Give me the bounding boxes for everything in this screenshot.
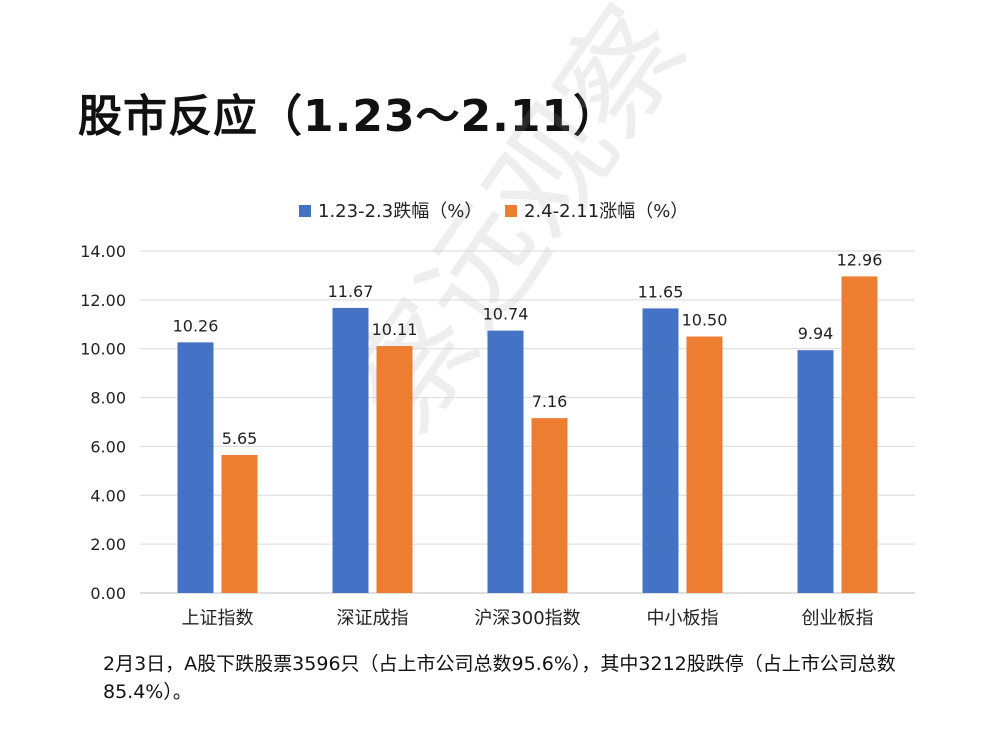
y-axis: 0.00 2.00 4.00 6.00 8.00 10.00 12.00 14.00 <box>80 242 126 603</box>
data-label: 10.26 <box>173 316 219 335</box>
data-label: 10.11 <box>372 320 418 339</box>
data-label: 10.74 <box>483 305 529 324</box>
page-title: 股市反应（1.23～2.11） <box>78 91 619 142</box>
x-tick-label: 沪深300指数 <box>474 608 580 629</box>
bar-chart: 0.00 2.00 4.00 6.00 8.00 10.00 12.00 14.00 10.2… <box>80 201 915 629</box>
legend-label: 1.23-2.3跌幅（%） <box>318 201 482 222</box>
bar <box>531 418 568 593</box>
legend: 1.23-2.3跌幅（%） 2.4-2.11涨幅（%） <box>299 201 688 222</box>
data-labels: 10.26 11.67 10.74 11.65 9.94 5.65 10.11 7.16 10.… <box>173 250 883 448</box>
legend-swatch <box>299 205 311 217</box>
y-tick-label: 6.00 <box>90 437 126 456</box>
bar <box>841 276 878 593</box>
data-label: 11.65 <box>638 282 684 301</box>
bar <box>376 346 413 593</box>
y-tick-label: 4.00 <box>90 486 126 505</box>
bar <box>487 330 524 593</box>
y-tick-label: 2.00 <box>90 535 126 554</box>
bar <box>642 308 679 593</box>
legend-label: 2.4-2.11涨幅（%） <box>524 201 688 222</box>
x-tick-label: 创业板指 <box>802 608 874 629</box>
data-label: 5.65 <box>222 429 258 448</box>
x-tick-label: 中小板指 <box>647 608 719 629</box>
y-tick-label: 14.00 <box>80 242 126 261</box>
data-label: 9.94 <box>798 324 834 343</box>
y-tick-label: 10.00 <box>80 340 126 359</box>
bars <box>177 276 878 593</box>
y-tick-label: 12.00 <box>80 291 126 310</box>
bar <box>332 307 369 593</box>
y-tick-label: 0.00 <box>90 584 126 603</box>
x-tick-label: 上证指数 <box>182 608 254 629</box>
gridlines <box>140 250 915 594</box>
bar <box>797 350 834 593</box>
x-tick-label: 深证成指 <box>337 608 409 629</box>
data-label: 7.16 <box>532 392 568 411</box>
y-tick-label: 8.00 <box>90 389 126 408</box>
data-label: 11.67 <box>328 282 374 301</box>
bar <box>221 454 258 593</box>
bar <box>686 336 723 593</box>
data-label: 12.96 <box>837 250 883 269</box>
x-axis: 上证指数 深证成指 沪深300指数 中小板指 创业板指 <box>182 608 874 629</box>
legend-swatch <box>505 205 517 217</box>
caption: 2月3日，A股下跌股票3596只（占上市公司总数95.6%），其中3212股跌停… <box>103 653 896 703</box>
data-label: 10.50 <box>682 311 728 330</box>
bar <box>177 342 214 593</box>
